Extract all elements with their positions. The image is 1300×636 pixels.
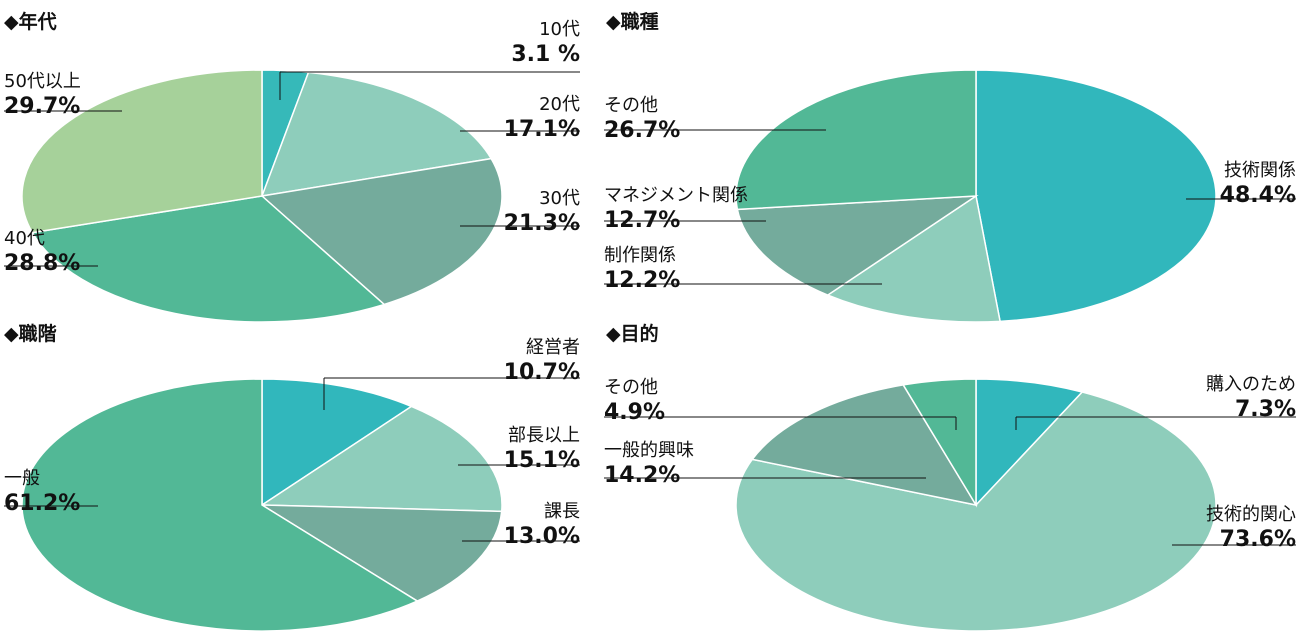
category-label: 技術的関心 [1206,504,1296,525]
value-label: 7.3% [1235,397,1296,422]
pie-slice-4 [31,195,386,323]
pie-slice-2 [259,405,503,513]
category-label: 30代 [539,188,580,209]
category-label: 部長以上 [508,425,580,446]
value-label: 13.0% [504,524,580,549]
category-label: 経営者 [526,337,580,358]
pie-slices [21,378,503,632]
value-label: 14.2% [604,463,680,488]
pie-slices [735,378,1217,632]
category-label: 20代 [539,94,580,115]
chart-title-position: ◆職階 [4,322,57,345]
value-label: 28.8% [4,251,80,276]
pie-slice-1 [975,378,1084,507]
chart-title-age: ◆年代 [4,10,57,33]
pie-slice-4 [902,378,977,508]
pie-slices [735,69,1217,323]
value-label: 21.3% [504,211,580,236]
pie-slice-1 [975,69,1217,323]
pie-slice-2 [260,71,493,197]
value-label: 61.2% [4,491,80,516]
value-label: 3.1 % [511,42,580,67]
value-label: 73.6% [1220,527,1296,552]
pie-slice-5 [21,69,263,234]
pie-slice-3 [736,195,979,296]
value-label: 48.4% [1220,183,1296,208]
category-label: 10代 [539,19,580,40]
category-label: 40代 [4,228,45,249]
pie-slices [21,69,503,323]
category-label: その他 [604,377,658,398]
value-label: 12.2% [604,268,680,293]
value-label: 10.7% [504,360,580,385]
category-label: マネジメント関係 [604,185,748,206]
pie-slice-2 [735,391,1217,632]
category-label: 50代以上 [4,71,81,92]
pie-slice-3 [750,384,978,507]
chart-title-job-type: ◆職種 [606,10,659,33]
pie-slice-4 [735,69,977,211]
pie-slice-4 [21,378,419,632]
category-label: 課長 [544,501,580,522]
pie-slice-2 [826,194,1001,323]
pie-slice-1 [261,378,414,507]
value-label: 29.7% [4,94,80,119]
value-label: 17.1% [504,117,580,142]
value-label: 26.7% [604,118,680,143]
value-label: 15.1% [504,448,580,473]
pie-slice-3 [260,157,503,306]
category-label: 購入のため [1206,374,1296,395]
pie-slice-3 [259,504,503,602]
chart-title-purpose: ◆目的 [606,322,659,345]
category-label: 一般的興味 [604,440,694,461]
category-label: その他 [604,95,658,116]
category-label: 制作関係 [604,245,676,266]
category-label: 技術関係 [1224,160,1296,181]
category-label: 一般 [4,468,40,489]
value-label: 4.9% [604,400,665,425]
